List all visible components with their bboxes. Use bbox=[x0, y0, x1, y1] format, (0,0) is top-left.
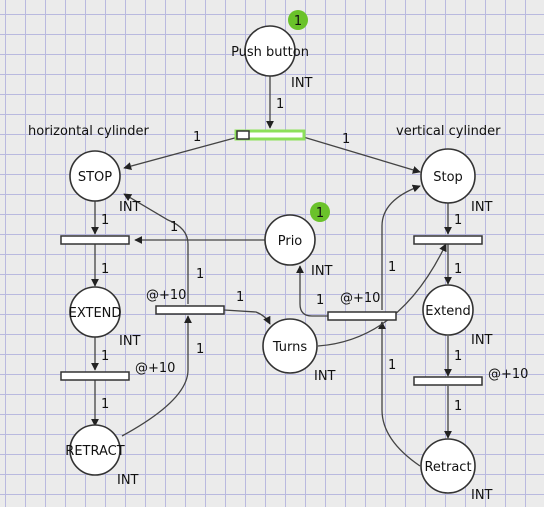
place-push-tokens: 1 bbox=[294, 14, 302, 29]
arc-t-top-to-stop-h bbox=[123, 135, 243, 170]
weight-to-extend-v: 1 bbox=[454, 262, 462, 277]
transition-h2[interactable] bbox=[60, 371, 130, 381]
token-icon bbox=[288, 10, 308, 30]
weight-to-retract-h: 1 bbox=[101, 397, 109, 412]
place-stop-v-type: INT bbox=[471, 200, 493, 215]
place-extend-horizontal[interactable]: EXTEND INT bbox=[69, 286, 141, 349]
place-retract-h-type: INT bbox=[117, 473, 139, 488]
transition-top-enabled-marker bbox=[236, 130, 250, 140]
place-retract-horizontal[interactable]: RETRACT INT bbox=[65, 424, 139, 488]
transition-h1[interactable] bbox=[60, 235, 130, 245]
delay-mid-left: @+10 bbox=[146, 288, 186, 303]
weight-stop-h-out: 1 bbox=[101, 213, 109, 228]
place-push-label: Push button bbox=[231, 45, 309, 60]
place-prio-type: INT bbox=[311, 264, 333, 279]
place-prio-label: Prio bbox=[278, 234, 303, 249]
transition-mid-left[interactable] bbox=[155, 305, 225, 315]
arc-tmid-to-stop-h bbox=[123, 193, 189, 304]
place-extend-v-label: Extend bbox=[425, 304, 471, 319]
weight-stop-v-out: 1 bbox=[454, 213, 462, 228]
place-stop-vertical[interactable]: Stop INT bbox=[420, 148, 493, 215]
weight-to-stop-h: 1 bbox=[193, 130, 201, 145]
weight-to-turns: 1 bbox=[236, 290, 244, 305]
arc-t-top-to-stop-v bbox=[299, 135, 421, 174]
arc-tmid2-to-prio bbox=[296, 265, 330, 317]
arc-retract-v-to-tmid2 bbox=[378, 321, 421, 467]
place-extend-vertical[interactable]: Extend INT bbox=[422, 284, 493, 348]
place-retract-v-type: INT bbox=[471, 488, 493, 503]
place-extend-h-label: EXTEND bbox=[69, 306, 122, 321]
place-extend-h-type: INT bbox=[119, 334, 141, 349]
arc-tmid-to-turns bbox=[223, 309, 271, 325]
weight-extend-h-out: 1 bbox=[101, 349, 109, 364]
weight-stop-h-t-up: 1 bbox=[170, 220, 178, 235]
weight-to-stop-v: 1 bbox=[342, 132, 350, 147]
place-retract-vertical[interactable]: Retract INT bbox=[420, 438, 493, 503]
place-prio-tokens: 1 bbox=[316, 206, 324, 221]
weight-to-prio: 1 bbox=[316, 293, 324, 308]
delay-ext-h: @+10 bbox=[135, 361, 175, 376]
weight-extend-v-out: 1 bbox=[454, 349, 462, 364]
transition-v2[interactable] bbox=[413, 376, 483, 386]
arc-retract-h-to-tmid bbox=[121, 315, 192, 437]
transition-mid-right[interactable] bbox=[327, 311, 397, 321]
place-turns-label: Turns bbox=[272, 340, 308, 355]
delay-ext-v: @+10 bbox=[488, 367, 528, 382]
weight-push-in: 1 bbox=[276, 97, 284, 112]
transition-top-enabled[interactable] bbox=[234, 129, 306, 141]
place-turns-type: INT bbox=[314, 369, 336, 384]
place-retract-v-label: Retract bbox=[424, 460, 471, 475]
weight-to-extend-h: 1 bbox=[101, 262, 109, 277]
arcs bbox=[91, 76, 452, 467]
place-prio[interactable]: Prio INT 1 bbox=[264, 202, 333, 279]
transition-v1[interactable] bbox=[413, 235, 483, 245]
weight-to-retract-v: 1 bbox=[454, 399, 462, 414]
place-push-button[interactable]: Push button INT 1 bbox=[231, 10, 313, 91]
place-retract-h-label: RETRACT bbox=[65, 444, 124, 459]
weight-to-stop-v-right: 1 bbox=[388, 260, 396, 275]
place-push-type: INT bbox=[291, 76, 313, 91]
place-stop-v-label: Stop bbox=[433, 170, 463, 185]
place-stop-horizontal[interactable]: STOP INT bbox=[69, 150, 141, 215]
place-extend-v-type: INT bbox=[471, 333, 493, 348]
arc-tmid2-to-stop-v bbox=[381, 184, 421, 310]
transitions bbox=[60, 129, 483, 386]
weight-retract-h-out: 1 bbox=[196, 342, 204, 357]
weight-retract-v-out: 1 bbox=[388, 358, 396, 373]
place-stop-h-type: INT bbox=[119, 200, 141, 215]
token-icon bbox=[310, 202, 330, 222]
vertical-cylinder-label: vertical cylinder bbox=[396, 124, 501, 139]
weight-mid-left-to-stop-h: 1 bbox=[196, 267, 204, 282]
arc-weights: 1 1 1 1 1 1 1 1 1 1 1 1 1 1 1 1 1 1 bbox=[101, 97, 462, 414]
place-turns[interactable]: Turns INT bbox=[262, 318, 336, 384]
delay-mid-right: @+10 bbox=[340, 291, 380, 306]
horizontal-cylinder-label: horizontal cylinder bbox=[28, 124, 150, 139]
place-stop-h-label: STOP bbox=[78, 170, 112, 185]
